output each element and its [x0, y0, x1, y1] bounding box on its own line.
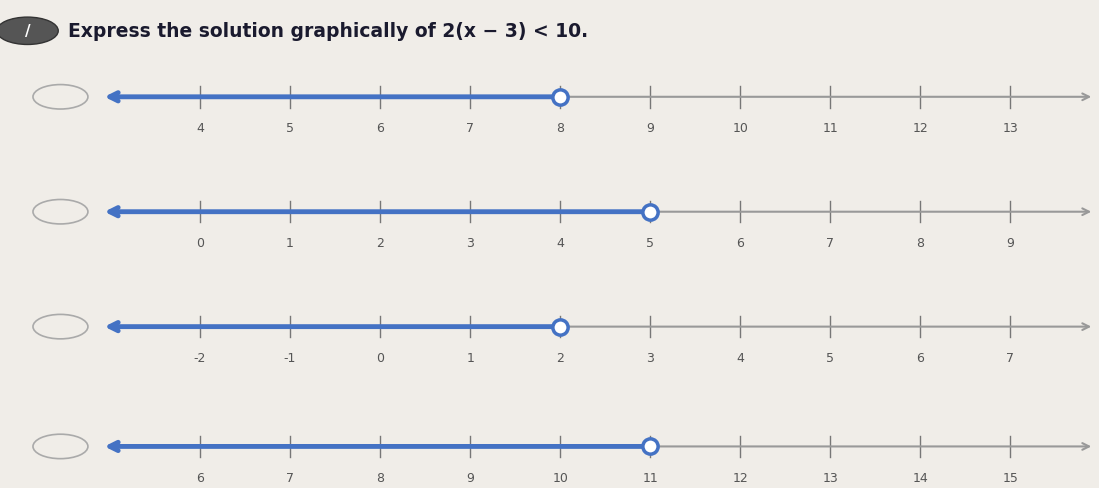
- Text: 5: 5: [646, 237, 654, 250]
- Text: 0: 0: [376, 351, 384, 365]
- Text: 1: 1: [466, 351, 474, 365]
- Text: 4: 4: [736, 351, 744, 365]
- Text: 8: 8: [556, 122, 564, 135]
- Text: 12: 12: [732, 471, 748, 484]
- Text: 6: 6: [196, 471, 204, 484]
- Text: /: /: [24, 24, 31, 39]
- Text: 1: 1: [286, 237, 293, 250]
- Text: 14: 14: [912, 471, 929, 484]
- Text: 8: 8: [376, 471, 384, 484]
- Text: 10: 10: [552, 471, 568, 484]
- Text: 13: 13: [1002, 122, 1019, 135]
- Circle shape: [33, 85, 88, 110]
- Text: 6: 6: [917, 351, 924, 365]
- Circle shape: [0, 18, 58, 45]
- Text: 3: 3: [466, 237, 474, 250]
- Text: 3: 3: [646, 351, 654, 365]
- Text: 7: 7: [1007, 351, 1014, 365]
- Text: -2: -2: [193, 351, 207, 365]
- Text: 13: 13: [822, 471, 839, 484]
- Text: 0: 0: [196, 237, 204, 250]
- Text: 4: 4: [196, 122, 204, 135]
- Text: 2: 2: [556, 351, 564, 365]
- Text: 5: 5: [286, 122, 295, 135]
- Text: 12: 12: [912, 122, 929, 135]
- Text: Express the solution graphically of 2(x − 3) < 10.: Express the solution graphically of 2(x …: [68, 22, 588, 41]
- Text: 7: 7: [286, 471, 295, 484]
- Circle shape: [33, 315, 88, 339]
- Circle shape: [33, 434, 88, 459]
- Text: 9: 9: [646, 122, 654, 135]
- Text: 2: 2: [376, 237, 384, 250]
- Text: 5: 5: [826, 351, 834, 365]
- Text: 11: 11: [643, 471, 658, 484]
- Text: 15: 15: [1002, 471, 1019, 484]
- Text: 6: 6: [376, 122, 384, 135]
- Text: 9: 9: [466, 471, 474, 484]
- Text: -1: -1: [284, 351, 297, 365]
- Text: 4: 4: [556, 237, 564, 250]
- Text: 11: 11: [822, 122, 839, 135]
- Text: 7: 7: [466, 122, 474, 135]
- Text: 9: 9: [1007, 237, 1014, 250]
- Circle shape: [33, 200, 88, 224]
- Text: 7: 7: [826, 237, 834, 250]
- Text: 8: 8: [917, 237, 924, 250]
- Text: 10: 10: [732, 122, 748, 135]
- Text: 6: 6: [736, 237, 744, 250]
